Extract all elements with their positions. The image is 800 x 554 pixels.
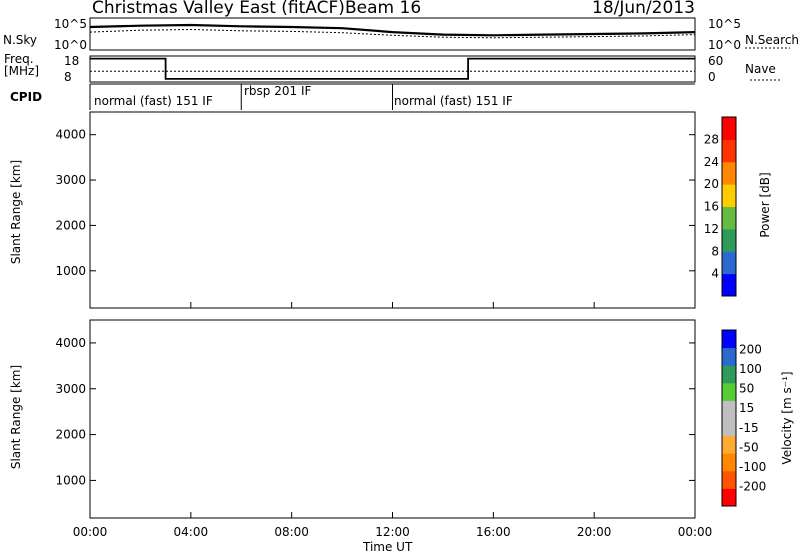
beam-label: Beam 16 [345, 0, 422, 18]
velocity-colorbar-frame [721, 329, 737, 507]
velocity-ytick-label: 3000 [55, 382, 86, 396]
x-tick-label: 20:00 [577, 525, 612, 539]
velocity-colorbar-swatch [722, 382, 736, 401]
noise-series-nsearch [89, 28, 696, 39]
x-tick-label: 08:00 [274, 525, 309, 539]
power-colorbar-swatch [722, 228, 736, 252]
nave-tick-low: 0 [708, 70, 716, 84]
power-colorbar-tick: 20 [704, 177, 719, 191]
freq-tick-low: 8 [64, 70, 72, 84]
power-colorbar-tick: 24 [704, 155, 719, 169]
x-tick-label: 04:00 [174, 525, 209, 539]
power-ytick-label: 1000 [55, 264, 86, 278]
noise-tick-low-left: 10^0 [54, 38, 87, 52]
power-colorbar-frame [721, 116, 737, 297]
velocity-panel-frame [89, 319, 696, 519]
velocity-colorbar-tick: 50 [739, 382, 754, 396]
noise-tick-high-right: 10^5 [708, 17, 741, 31]
velocity-colorbar-tick: -200 [739, 479, 766, 493]
power-colorbar-tick: 28 [704, 132, 719, 146]
velocity-ytick-label: 4000 [55, 336, 86, 350]
power-ytick-label: 4000 [55, 128, 86, 142]
noise-tick-low-right: 10^0 [708, 38, 741, 52]
velocity-colorbar-tick: -100 [739, 460, 766, 474]
velocity-colorbar-tick: -50 [739, 440, 759, 454]
power-ytick-label: 2000 [55, 218, 86, 232]
station-title: Christmas Valley East (fitACF) [92, 0, 345, 18]
x-tick-label: 12:00 [375, 525, 410, 539]
power-colorbar-swatch [722, 206, 736, 230]
velocity-colorbar-tick: 15 [739, 401, 754, 415]
freq-label: Freq. [4, 52, 34, 66]
x-tick-label: 16:00 [476, 525, 511, 539]
freq-tick-high: 18 [64, 54, 80, 68]
power-ytick-label: 3000 [55, 173, 86, 187]
power-colorbar-tick: 8 [711, 244, 719, 258]
x-axis-label: Time UT [363, 540, 413, 554]
freq-series-freq [90, 57, 695, 80]
power-colorbar-swatch [722, 161, 736, 185]
noise-panel-frame [89, 17, 696, 51]
velocity-colorbar-swatch [722, 365, 736, 384]
cpid-segment-3: normal (fast) 151 IF [394, 94, 513, 108]
velocity-colorbar-swatch [722, 453, 736, 472]
power-colorbar-tick: 12 [704, 222, 719, 236]
velocity-colorbar-swatch [722, 470, 736, 489]
freq-units: [MHz] [4, 64, 40, 78]
velocity-colorbar-swatch [722, 400, 736, 419]
nsearch-label: N.Search [745, 33, 800, 47]
power-colorbar-tick: 4 [711, 267, 719, 281]
nave-tick-high: 60 [708, 54, 724, 68]
power-colorbar-swatch [722, 251, 736, 275]
date-label: 18/Jun/2013 [592, 0, 695, 18]
velocity-colorbar-swatch [722, 347, 736, 366]
cpid-segment-2: rbsp 201 IF [244, 84, 312, 98]
power-colorbar-swatch [722, 117, 736, 140]
noise-tick-high-left: 10^5 [54, 17, 87, 31]
velocity-colorbar-swatch [722, 330, 736, 349]
power-colorbar-swatch [722, 139, 736, 163]
velocity-colorbar-swatch [722, 418, 736, 437]
x-tick-label: 00:00 [678, 525, 713, 539]
noise-series-nsky [89, 23, 696, 37]
velocity-colorbar-swatch [722, 488, 736, 507]
velocity-colorbar-tick: 200 [739, 343, 762, 357]
velocity-colorbar-swatch [722, 435, 736, 454]
cpid-label: CPID [10, 90, 43, 104]
cpid-segment-1: normal (fast) 151 IF [94, 94, 213, 108]
velocity-colorbar-tick: 100 [739, 362, 762, 376]
nave-label: Nave [745, 62, 776, 76]
power-colorbar-tick: 16 [704, 200, 719, 214]
nsky-label: N.Sky [3, 33, 38, 47]
velocity-ytick-label: 2000 [55, 428, 86, 442]
velocity-colorbar-tick: -15 [739, 421, 759, 435]
power-colorbar-swatch [722, 273, 736, 297]
power-colorbar-swatch [722, 184, 736, 207]
velocity-ytick-label: 1000 [55, 473, 86, 487]
freq-panel-frame [89, 55, 696, 83]
power-panel-frame [89, 111, 696, 309]
x-tick-label: 00:00 [73, 525, 108, 539]
